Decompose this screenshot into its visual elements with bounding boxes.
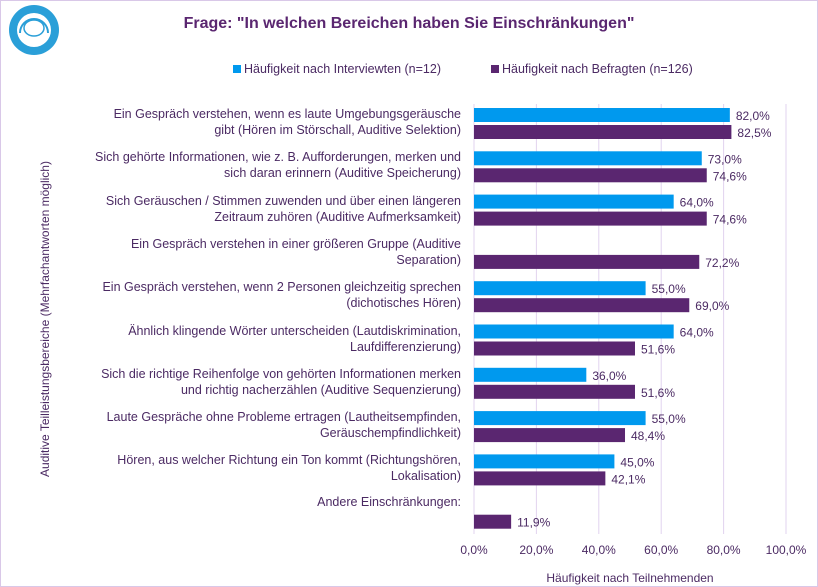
data-label: 74,6% bbox=[713, 169, 747, 183]
category-label-line: und richtig nacherzählen (Auditive Seque… bbox=[180, 382, 461, 397]
data-label: 48,4% bbox=[631, 429, 665, 443]
bar-befragte bbox=[474, 471, 606, 486]
category-label-line: sich daran erinnern (Auditive Speicherun… bbox=[224, 166, 461, 181]
data-label: 55,0% bbox=[652, 412, 686, 426]
data-label: 82,5% bbox=[737, 126, 771, 140]
data-label: 51,6% bbox=[641, 343, 675, 357]
data-label: 74,6% bbox=[713, 213, 747, 227]
category-label-line: Separation) bbox=[396, 252, 461, 267]
category-label-line: (dichotisches Hören) bbox=[346, 296, 461, 311]
x-tick-label: 100,0% bbox=[766, 543, 807, 557]
data-label: 36,0% bbox=[592, 369, 626, 383]
data-label: 69,0% bbox=[695, 299, 729, 313]
bar-interviewte bbox=[474, 108, 730, 122]
data-label: 45,0% bbox=[620, 455, 654, 469]
bar-interviewte bbox=[474, 324, 674, 339]
data-label: 64,0% bbox=[680, 326, 714, 340]
category-label-line: Andere Einschränkungen: bbox=[317, 494, 461, 509]
legend-label: Häufigkeit nach Interviewten (n=12) bbox=[244, 62, 441, 76]
category-label: Hören, aus welcher Richtung ein Ton komm… bbox=[41, 452, 461, 484]
category-label-line: Ein Gespräch verstehen, wenn 2 Personen … bbox=[102, 280, 461, 295]
category-label-line: Geräuschempfindlichkeit) bbox=[319, 426, 461, 441]
bar-befragte bbox=[474, 384, 635, 399]
category-label: Ein Gespräch verstehen, wenn 2 Personen … bbox=[41, 279, 461, 311]
legend-item-befragte: Häufigkeit nach Befragten (n=126) bbox=[491, 62, 693, 76]
data-label: 72,2% bbox=[705, 256, 739, 270]
category-label-line: Ein Gespräch verstehen, wenn es laute Um… bbox=[113, 107, 461, 121]
category-label-line: Ein Gespräch verstehen in einer größeren… bbox=[130, 236, 461, 251]
x-tick-label: 80,0% bbox=[707, 543, 741, 557]
category-label: Ähnlich klingende Wörter unterscheiden (… bbox=[41, 323, 461, 355]
data-label: 73,0% bbox=[708, 152, 742, 166]
legend-item-interviewte: Häufigkeit nach Interviewten (n=12) bbox=[233, 62, 441, 76]
category-label-line: Lokalisation) bbox=[390, 469, 461, 484]
category-label-line: Sich Geräuschen / Stimmen zuwenden und ü… bbox=[105, 193, 461, 208]
bar-befragte bbox=[474, 514, 512, 529]
bar-befragte bbox=[474, 168, 707, 183]
category-label: Ein Gespräch verstehen, wenn es laute Um… bbox=[41, 106, 461, 138]
data-label: 82,0% bbox=[736, 109, 770, 123]
category-label-line: gibt (Hören im Störschall, Auditive Sele… bbox=[214, 123, 461, 137]
x-tick-label: 40,0% bbox=[582, 543, 616, 557]
bar-interviewte bbox=[474, 411, 646, 426]
data-label: 51,6% bbox=[641, 386, 675, 400]
x-tick-label: 0,0% bbox=[460, 543, 488, 557]
bar-interviewte bbox=[474, 367, 587, 382]
data-label: 55,0% bbox=[652, 282, 686, 296]
bar-befragte bbox=[474, 125, 732, 139]
category-label-line: Hören, aus welcher Richtung ein Ton komm… bbox=[117, 453, 461, 468]
logo bbox=[9, 5, 59, 55]
x-axis-title: Häufigkeit nach Teilnehmenden bbox=[546, 571, 714, 585]
chart-title: Frage: "In welchen Bereichen haben Sie E… bbox=[183, 15, 635, 32]
legend-swatch-purple bbox=[491, 65, 499, 73]
category-label-line: Laute Gespräche ohne Probleme ertragen (… bbox=[106, 410, 461, 425]
bar-befragte bbox=[474, 341, 635, 356]
legend-swatch-blue bbox=[233, 65, 241, 73]
category-label-line: Sich die richtige Reihenfolge von gehört… bbox=[101, 366, 461, 381]
category-label: Laute Gespräche ohne Probleme ertragen (… bbox=[41, 409, 461, 441]
category-label: Sich Geräuschen / Stimmen zuwenden und ü… bbox=[41, 193, 461, 225]
x-tick-label: 20,0% bbox=[519, 543, 553, 557]
bar-befragte bbox=[474, 428, 626, 443]
headphones-icon bbox=[19, 18, 49, 34]
bar-interviewte bbox=[474, 281, 646, 296]
legend-label: Häufigkeit nach Befragten (n=126) bbox=[502, 62, 693, 76]
category-label: Ein Gespräch verstehen in einer größeren… bbox=[41, 236, 461, 268]
bar-befragte bbox=[474, 254, 700, 269]
bar-befragte bbox=[474, 211, 707, 226]
y-axis-title: Auditive Teilleistungsbereiche (Mehrfach… bbox=[38, 161, 52, 477]
category-label-line: Zeitraum zuhören (Auditive Aufmerksamkei… bbox=[214, 209, 461, 224]
data-label: 42,1% bbox=[611, 472, 645, 486]
bar-interviewte bbox=[474, 151, 702, 166]
data-label: 64,0% bbox=[680, 196, 714, 210]
category-label-line: Sich gehörte Informationen, wie z. B. Au… bbox=[95, 150, 461, 165]
bar-befragte bbox=[474, 298, 690, 313]
data-label: 11,9% bbox=[517, 516, 550, 530]
x-tick-label: 60,0% bbox=[644, 543, 678, 557]
bar-interviewte bbox=[474, 454, 615, 469]
category-label-line: Laufdifferenzierung) bbox=[350, 339, 461, 354]
category-label: Andere Einschränkungen: bbox=[41, 494, 461, 510]
category-label: Sich gehörte Informationen, wie z. B. Au… bbox=[41, 149, 461, 181]
category-label: Sich die richtige Reihenfolge von gehört… bbox=[41, 366, 461, 398]
bar-interviewte bbox=[474, 194, 674, 209]
category-label-line: Ähnlich klingende Wörter unterscheiden (… bbox=[128, 323, 461, 338]
